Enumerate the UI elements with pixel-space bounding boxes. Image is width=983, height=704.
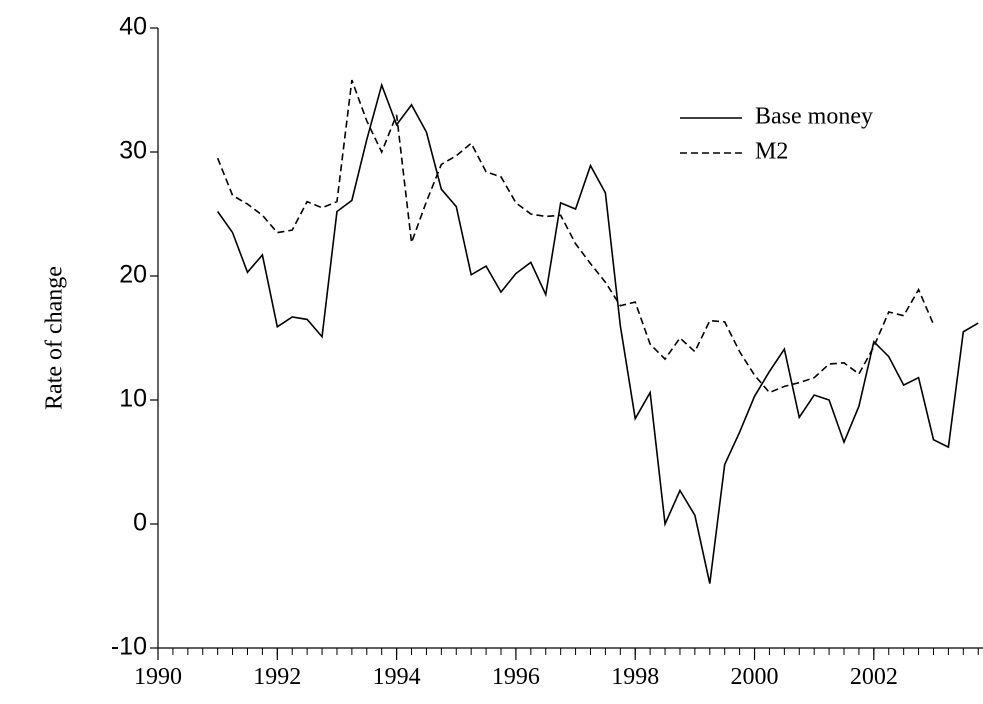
x-tick-label: 1994 [373, 664, 421, 690]
y-tick-label: 0 [133, 509, 147, 537]
x-tick-label: 2002 [850, 664, 898, 690]
x-tick-label: 1996 [492, 664, 540, 690]
y-tick-label: 40 [119, 13, 147, 41]
y-tick-label: 30 [119, 137, 147, 165]
x-tick-label: 1992 [253, 664, 301, 690]
series-line [216, 79, 935, 394]
x-tick-label: 1990 [134, 664, 182, 690]
y-tick-label: 20 [119, 261, 147, 289]
y-tick-label: 10 [119, 385, 147, 413]
y-tick-label: -10 [111, 633, 147, 661]
series-line [216, 82, 979, 584]
legend-label: Base money [755, 104, 873, 130]
y-axis-label: Rate of change [42, 266, 68, 410]
x-tick-label: 1998 [611, 664, 659, 690]
x-tick-label: 2000 [731, 664, 779, 690]
legend-label: M2 [755, 139, 788, 165]
